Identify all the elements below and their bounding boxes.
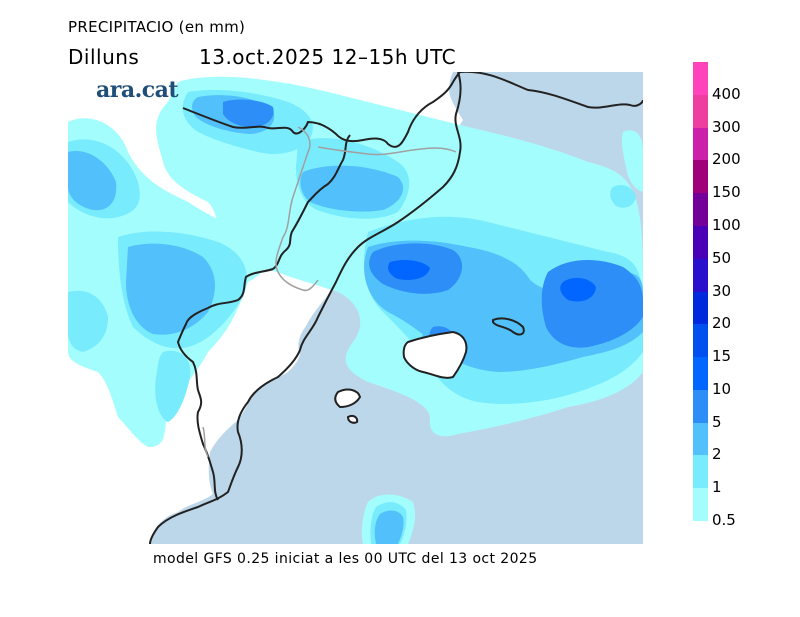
- model-info-caption: model GFS 0.25 iniciat a les 00 UTC del …: [153, 551, 538, 567]
- legend-band: [693, 258, 708, 292]
- legend-band: [693, 94, 708, 129]
- legend-label: 2: [712, 445, 722, 464]
- legend-band: [693, 62, 708, 96]
- legend-band: [693, 455, 708, 489]
- precip-10: [388, 260, 596, 302]
- legend-label: 0.5: [712, 511, 736, 529]
- ara-cat-logo: ara.cat: [96, 77, 179, 103]
- legend-label: 150: [712, 183, 741, 202]
- chart-title: PRECIPITACIO (en mm): [68, 18, 246, 36]
- legend-band: [693, 291, 708, 325]
- legend-label: 15: [712, 347, 732, 366]
- legend-label: 400: [712, 84, 741, 103]
- legend-label: 50: [712, 248, 732, 267]
- coastline: [149, 72, 643, 544]
- legend-label: 300: [712, 117, 741, 136]
- legend-band: [693, 127, 708, 161]
- regional-borders: [202, 126, 457, 458]
- legend-band: [693, 225, 708, 260]
- legend-band: [693, 422, 708, 456]
- legend-label: 100: [712, 215, 741, 234]
- legend-band: [693, 357, 708, 391]
- legend-label: 20: [712, 314, 732, 333]
- legend-band: [693, 488, 708, 522]
- legend-band: [693, 160, 708, 194]
- legend-band: [693, 324, 708, 358]
- forecast-datetime: 13.oct.2025 12–15h UTC: [199, 45, 457, 69]
- precipitation-map: [68, 72, 643, 544]
- precipitation-legend: [693, 62, 708, 522]
- legend-band: [693, 193, 708, 227]
- legend-label: 30: [712, 281, 732, 300]
- legend-label: 5: [712, 412, 722, 431]
- forecast-timestamp: Dilluns 13.oct.2025 12–15h UTC: [68, 45, 456, 69]
- legend-label: 200: [712, 150, 741, 169]
- legend-label: 10: [712, 379, 732, 398]
- legend-band: [693, 389, 708, 424]
- legend-label: 1: [712, 478, 722, 497]
- forecast-day: Dilluns: [68, 45, 140, 69]
